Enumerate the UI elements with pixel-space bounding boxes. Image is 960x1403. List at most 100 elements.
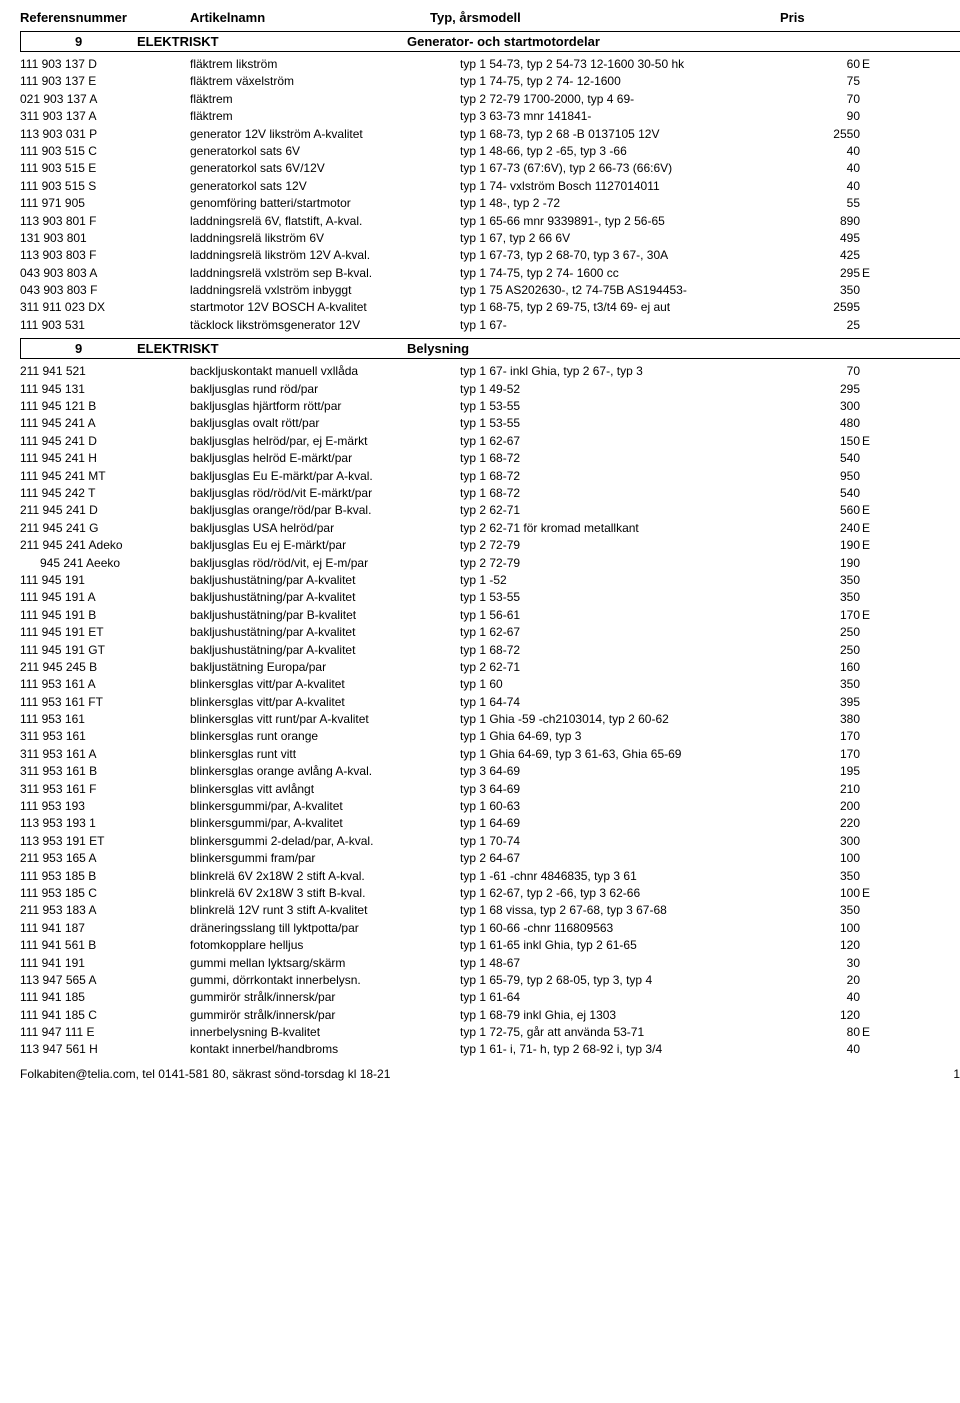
cell-flag (860, 728, 880, 745)
table-row: 311 903 137 Afläktremtyp 3 63-73 mnr 141… (20, 108, 960, 125)
cell-typ: typ 1 72-75, går att använda 53-71 (460, 1024, 810, 1041)
table-row: 043 903 803 Aladdningsrelä vxlström sep … (20, 265, 960, 282)
table-row: 311 953 161 Ablinkersglas runt vitttyp 1… (20, 746, 960, 763)
table-row: 211 953 165 Ablinkersgummi fram/partyp 2… (20, 850, 960, 867)
cell-typ: typ 1 74- vxlström Bosch 1127014011 (460, 178, 810, 195)
cell-typ: typ 1 Ghia 64-69, typ 3 61-63, Ghia 65-6… (460, 746, 810, 763)
cell-typ: typ 1 68-75, typ 2 69-75, t3/t4 69- ej a… (460, 299, 810, 316)
cell-ref: 111 941 185 (20, 989, 190, 1006)
cell-name: täcklock likströmsgenerator 12V (190, 317, 460, 334)
table-row: 113 947 561 Hkontakt innerbel/handbromst… (20, 1041, 960, 1058)
cell-typ: typ 1 68-79 inkl Ghia, ej 1303 (460, 1007, 810, 1024)
cell-flag (860, 247, 880, 264)
cell-price: 250 (810, 642, 860, 659)
cell-price: 120 (810, 1007, 860, 1024)
cell-price: 160 (810, 659, 860, 676)
cell-flag (860, 972, 880, 989)
cell-flag (860, 415, 880, 432)
cell-name: blinkersgummi/par, A-kvalitet (190, 815, 460, 832)
cell-price: 890 (810, 213, 860, 230)
cell-flag (860, 815, 880, 832)
cell-typ: typ 1 67- inkl Ghia, typ 2 67-, typ 3 (460, 363, 810, 380)
cell-typ: typ 1 65-79, typ 2 68-05, typ 3, typ 4 (460, 972, 810, 989)
table-row: 111 945 241 Abakljusglas ovalt rött/part… (20, 415, 960, 432)
cell-name: blinkersglas vitt/par A-kvalitet (190, 676, 460, 693)
cell-name: dräneringsslang till lyktpotta/par (190, 920, 460, 937)
cell-ref: 211 945 241 G (20, 520, 190, 537)
section-title: ELEKTRISKT (137, 34, 407, 49)
cell-typ: typ 2 62-71 (460, 502, 810, 519)
cell-typ: typ 1 61- i, 71- h, typ 2 68-92 i, typ 3… (460, 1041, 810, 1058)
cell-name: blinkersglas vitt runt/par A-kvalitet (190, 711, 460, 728)
cell-name: genomföring batteri/startmotor (190, 195, 460, 212)
cell-ref: 211 945 241 D (20, 502, 190, 519)
cell-ref: 021 903 137 A (20, 91, 190, 108)
cell-price: 40 (810, 1041, 860, 1058)
table-row: 311 911 023 DXstartmotor 12V BOSCH A-kva… (20, 299, 960, 316)
cell-flag (860, 230, 880, 247)
cell-price: 120 (810, 937, 860, 954)
cell-ref: 113 953 191 ET (20, 833, 190, 850)
cell-price: 295 (810, 265, 860, 282)
cell-ref: 311 953 161 A (20, 746, 190, 763)
cell-name: bakljusglas Eu E-märkt/par A-kval. (190, 468, 460, 485)
table-row: 113 953 191 ETblinkersgummi 2-delad/par,… (20, 833, 960, 850)
cell-flag (860, 694, 880, 711)
cell-typ: typ 1 64-74 (460, 694, 810, 711)
cell-flag: E (860, 885, 880, 902)
cell-typ: typ 1 48-67 (460, 955, 810, 972)
cell-name: bakljusglas röd/röd/vit E-märkt/par (190, 485, 460, 502)
cell-flag (860, 711, 880, 728)
cell-typ: typ 1 -52 (460, 572, 810, 589)
cell-name: blinkrelä 6V 2x18W 2 stift A-kval. (190, 868, 460, 885)
cell-name: bakljustätning Europa/par (190, 659, 460, 676)
cell-price: 170 (810, 728, 860, 745)
cell-price: 425 (810, 247, 860, 264)
cell-name: laddningsrelä 6V, flatstift, A-kval. (190, 213, 460, 230)
header-price: Pris (780, 10, 880, 25)
cell-name: blinkersgummi/par, A-kvalitet (190, 798, 460, 815)
table-row: 131 903 801laddningsrelä likström 6Vtyp … (20, 230, 960, 247)
cell-flag (860, 126, 880, 143)
table-row: 111 903 515 Sgeneratorkol sats 12Vtyp 1 … (20, 178, 960, 195)
section-subtitle: Generator- och startmotordelar (407, 34, 960, 49)
cell-flag (860, 73, 880, 90)
cell-flag (860, 1041, 880, 1058)
cell-typ: typ 1 56-61 (460, 607, 810, 624)
cell-ref: 311 953 161 B (20, 763, 190, 780)
cell-name: blinkrelä 6V 2x18W 3 stift B-kval. (190, 885, 460, 902)
table-row: 111 953 193blinkersgummi/par, A-kvalitet… (20, 798, 960, 815)
cell-flag (860, 955, 880, 972)
cell-price: 950 (810, 468, 860, 485)
cell-name: bakljusglas USA helröd/par (190, 520, 460, 537)
cell-typ: typ 2 72-79 (460, 537, 810, 554)
cell-ref: 111 953 193 (20, 798, 190, 815)
cell-name: blinkersglas orange avlång A-kval. (190, 763, 460, 780)
cell-flag (860, 363, 880, 380)
cell-flag (860, 850, 880, 867)
cell-typ: typ 2 64-67 (460, 850, 810, 867)
table-row: 111 903 137 Dfläktrem likströmtyp 1 54-7… (20, 56, 960, 73)
cell-ref: 111 947 111 E (20, 1024, 190, 1041)
cell-flag (860, 989, 880, 1006)
cell-typ: typ 1 68-72 (460, 485, 810, 502)
cell-flag (860, 642, 880, 659)
header-name: Artikelnamn (190, 10, 430, 25)
cell-name: bakljusglas Eu ej E-märkt/par (190, 537, 460, 554)
cell-flag (860, 178, 880, 195)
cell-price: 350 (810, 902, 860, 919)
cell-flag (860, 763, 880, 780)
cell-price: 350 (810, 572, 860, 589)
table-row: 111 971 905genomföring batteri/startmoto… (20, 195, 960, 212)
cell-ref: 111 953 161 A (20, 676, 190, 693)
cell-name: gummi mellan lyktsarg/skärm (190, 955, 460, 972)
cell-flag (860, 160, 880, 177)
cell-typ: typ 1 60 (460, 676, 810, 693)
cell-typ: typ 1 61-65 inkl Ghia, typ 2 61-65 (460, 937, 810, 954)
cell-price: 300 (810, 398, 860, 415)
section-subtitle: Belysning (407, 341, 960, 356)
table-row: 311 953 161 Fblinkersglas vitt avlångtty… (20, 781, 960, 798)
cell-name: fläktrem (190, 108, 460, 125)
table-row: 111 953 161 FTblinkersglas vitt/par A-kv… (20, 694, 960, 711)
cell-price: 240 (810, 520, 860, 537)
